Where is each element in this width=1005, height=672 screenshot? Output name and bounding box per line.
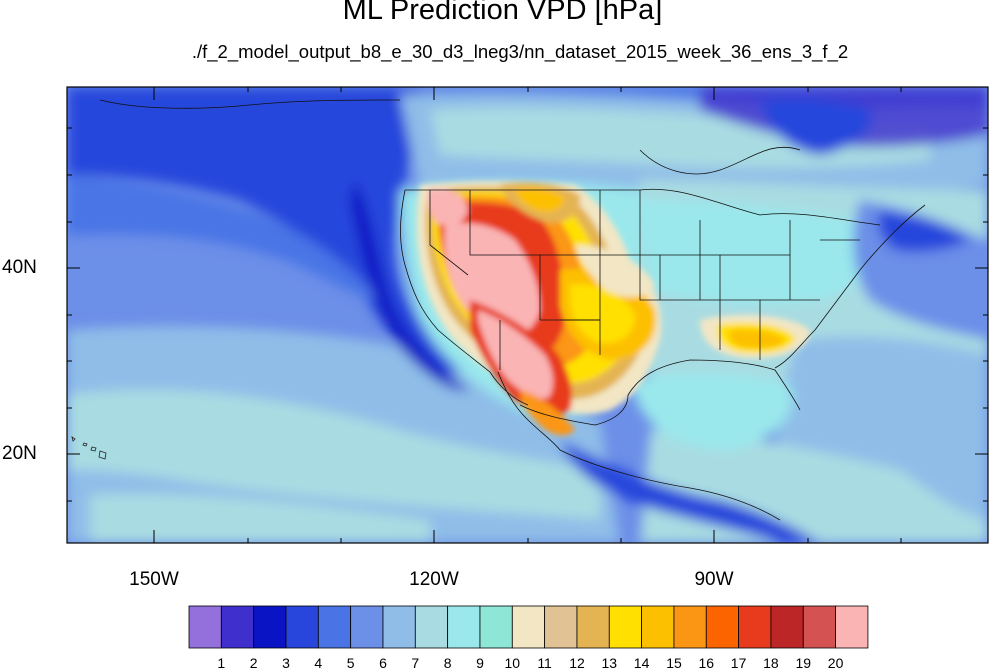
colorbar-tick-label: 8 (443, 655, 452, 671)
colorbar-tick-label: 1 (217, 655, 226, 671)
colorbar-tick-label: 4 (314, 655, 323, 671)
colorbar-tick-label: 9 (476, 655, 484, 671)
map-subtitle: ./f_2_model_output_b8_e_30_d3_lneg3/nn_d… (191, 41, 849, 62)
colorbar-tick-label: 5 (346, 655, 355, 671)
colorbar-tick-label: 10 (504, 655, 521, 671)
lon-label-150w: 150W (129, 569, 179, 590)
lat-label-20n: 20N (2, 443, 37, 464)
colorbar-tick-label: 13 (601, 655, 618, 671)
colorbar-tick-label: 18 (763, 655, 779, 671)
colorbar-tick-label: 15 (666, 655, 682, 671)
colorbar-tick-label: 19 (795, 655, 812, 671)
lon-label-120w: 120W (409, 569, 459, 590)
colorbar-tick-label: 14 (633, 655, 650, 671)
colorbar-tick-label: 11 (537, 655, 552, 671)
colorbar-tick-label: 2 (249, 655, 258, 671)
lon-label-90w: 90W (694, 569, 734, 590)
map-title: ML Prediction VPD [hPa] (342, 0, 663, 26)
colorbar-tick-label: 7 (411, 655, 420, 671)
lat-label-40n: 40N (2, 257, 37, 278)
colorbar-tick-label: 20 (827, 655, 844, 671)
colorbar-tick-label: 16 (698, 655, 715, 671)
colorbar-tick-label: 12 (569, 655, 585, 671)
colorbar-tick-label: 3 (282, 655, 290, 671)
colorbar-tick-label: 17 (730, 655, 747, 671)
colorbar-tick-label: 6 (379, 655, 387, 671)
